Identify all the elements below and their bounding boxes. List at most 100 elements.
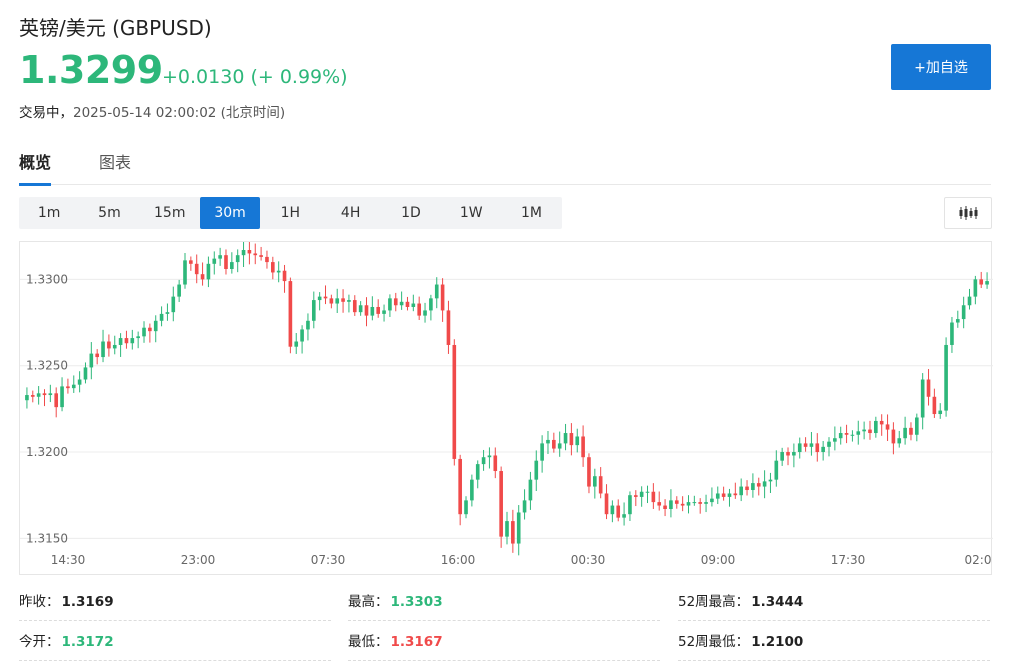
- period-1mo[interactable]: 1M: [521, 205, 543, 221]
- candle-body: [177, 284, 181, 297]
- candle-body: [628, 495, 632, 515]
- candle-body: [821, 446, 825, 453]
- y-tick-label: 1.3300: [26, 272, 68, 286]
- timestamp: 2025-05-14 02:00:02 (北京时间): [73, 105, 286, 121]
- candle-body: [71, 384, 76, 389]
- period-5m[interactable]: 5m: [98, 205, 121, 221]
- tab-bar: 概览 图表: [19, 146, 991, 186]
- candle-body: [417, 303, 421, 316]
- candle-body: [83, 367, 88, 380]
- candle-body: [66, 386, 70, 389]
- candle-body: [522, 500, 527, 513]
- candle-body: [481, 457, 486, 465]
- candle-body: [452, 344, 457, 459]
- candle-body: [25, 395, 29, 401]
- candle-body: [645, 491, 650, 493]
- candle-body: [979, 279, 984, 285]
- candle-body: [271, 262, 275, 273]
- candle-body: [838, 433, 843, 439]
- period-1m[interactable]: 1m: [37, 205, 61, 221]
- candle-body: [159, 313, 164, 321]
- candle-body: [30, 395, 35, 397]
- period-1d[interactable]: 1D: [401, 205, 421, 221]
- candle-body: [470, 479, 474, 501]
- candle-body: [335, 298, 340, 304]
- candle-body: [920, 379, 925, 418]
- candle-body: [434, 284, 439, 299]
- candle-body: [926, 379, 931, 397]
- candle-body: [669, 500, 673, 510]
- candle-body: [850, 434, 855, 436]
- candle-body: [235, 255, 240, 263]
- price-chart[interactable]: 1.3300 1.3250 1.3200 1.3150 14:30 23:00 07:30 1…: [20, 242, 993, 576]
- candle-body: [721, 493, 726, 497]
- period-4h[interactable]: 4H: [340, 205, 361, 221]
- candle-body: [950, 322, 954, 345]
- candle-body: [639, 491, 644, 497]
- candle-body: [323, 296, 328, 299]
- period-30m[interactable]: 30m: [199, 197, 261, 229]
- candle-body: [446, 310, 451, 345]
- tab-overview[interactable]: 概览: [19, 149, 52, 186]
- period-15m[interactable]: 15m: [154, 205, 186, 221]
- candle-body: [329, 298, 334, 304]
- candle-body: [358, 305, 363, 313]
- add-to-watchlist-button[interactable]: +加自选: [891, 44, 991, 90]
- candle-body: [475, 464, 480, 480]
- candle-body: [546, 439, 550, 444]
- candle-body: [569, 433, 574, 446]
- candle-body: [792, 452, 796, 456]
- candle-body: [745, 486, 749, 491]
- stat-value: 1.3169: [61, 594, 114, 610]
- candle-body: [130, 338, 135, 344]
- tab-chart[interactable]: 图表: [99, 153, 132, 172]
- candle-body: [657, 502, 662, 506]
- candle-body: [622, 514, 626, 518]
- candle-body: [194, 263, 199, 275]
- candle-body: [915, 417, 919, 435]
- trading-status: 交易中，2025-05-14 02:00:02 (北京时间): [19, 101, 285, 121]
- candle-body: [575, 436, 580, 446]
- candle-body: [259, 255, 263, 257]
- candle-body: [458, 458, 462, 515]
- candle-body: [300, 329, 304, 342]
- chart-panel: 1.3300 1.3250 1.3200 1.3150 14:30 23:00 07:30 1…: [19, 241, 993, 576]
- candle-body: [165, 312, 170, 314]
- candle-body: [60, 386, 64, 408]
- stat-open: 今开： 1.3172: [19, 630, 331, 661]
- period-selector: 1m 5m 15m 30m 1H 4H 1D 1W 1M: [19, 197, 562, 229]
- x-tick-label: 09:00: [701, 553, 736, 567]
- candle-body: [598, 476, 603, 494]
- stat-label: 最高：: [348, 594, 389, 610]
- candle-body: [511, 521, 515, 544]
- candle-body: [376, 306, 381, 314]
- stat-label: 昨收：: [19, 594, 60, 610]
- candle-body: [153, 320, 158, 332]
- candle-body: [715, 493, 720, 499]
- chart-type-button[interactable]: [944, 197, 992, 229]
- x-tick-label: 07:30: [311, 553, 346, 567]
- candle-body: [633, 495, 638, 497]
- candle-body: [89, 353, 94, 368]
- candle-body: [388, 298, 392, 311]
- candle-body: [932, 396, 937, 415]
- candle-body: [36, 393, 41, 397]
- candle-body: [101, 341, 105, 358]
- candle-body: [680, 503, 685, 506]
- stat-value: 1.3444: [751, 594, 804, 610]
- candlestick-icon: [959, 206, 978, 220]
- period-1h[interactable]: 1H: [280, 205, 301, 221]
- candle-body: [540, 443, 544, 461]
- x-tick-label: 02:0: [965, 553, 992, 567]
- candle-body: [651, 491, 656, 503]
- candle-body: [171, 296, 176, 313]
- candle-body: [552, 439, 556, 449]
- candle-body: [112, 344, 117, 349]
- candle-body: [241, 250, 246, 256]
- candle-body: [48, 393, 53, 396]
- candle-body: [306, 320, 310, 330]
- x-tick-label: 17:30: [831, 553, 866, 567]
- candle-body: [77, 379, 82, 385]
- candle-body: [247, 250, 252, 254]
- period-1w[interactable]: 1W: [459, 205, 483, 221]
